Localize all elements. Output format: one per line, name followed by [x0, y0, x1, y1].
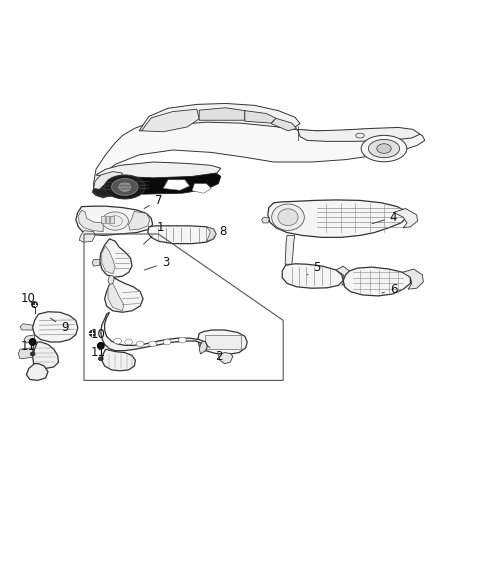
Polygon shape [271, 118, 297, 131]
Polygon shape [206, 227, 216, 241]
Polygon shape [92, 185, 110, 198]
Polygon shape [94, 188, 127, 196]
Polygon shape [108, 276, 114, 285]
Ellipse shape [119, 183, 131, 191]
Polygon shape [129, 212, 150, 230]
Polygon shape [92, 259, 100, 266]
Text: 10: 10 [21, 292, 35, 305]
Polygon shape [24, 335, 35, 343]
Polygon shape [33, 342, 59, 369]
Polygon shape [245, 111, 276, 123]
Polygon shape [192, 183, 211, 193]
Polygon shape [79, 230, 95, 242]
Ellipse shape [149, 341, 156, 347]
Polygon shape [139, 103, 300, 131]
Ellipse shape [136, 341, 144, 347]
Polygon shape [26, 363, 48, 380]
Polygon shape [262, 217, 270, 223]
Polygon shape [268, 200, 407, 238]
Ellipse shape [97, 342, 104, 349]
Bar [101, 216, 105, 223]
Text: 1: 1 [144, 221, 165, 244]
Polygon shape [142, 109, 199, 132]
Text: 6: 6 [382, 283, 397, 296]
Polygon shape [199, 108, 245, 120]
Polygon shape [115, 178, 137, 188]
Ellipse shape [114, 338, 121, 344]
Polygon shape [94, 172, 122, 189]
Polygon shape [285, 235, 295, 264]
Polygon shape [336, 266, 351, 285]
Polygon shape [78, 210, 103, 232]
Polygon shape [100, 239, 132, 277]
Text: 3: 3 [144, 256, 169, 270]
Polygon shape [282, 264, 343, 288]
Ellipse shape [163, 339, 171, 345]
Ellipse shape [102, 212, 128, 230]
Ellipse shape [377, 143, 391, 153]
Ellipse shape [89, 330, 95, 336]
Polygon shape [18, 348, 33, 359]
Polygon shape [402, 269, 423, 289]
Ellipse shape [369, 139, 399, 158]
Polygon shape [163, 180, 190, 191]
Text: 5: 5 [307, 261, 321, 275]
Polygon shape [101, 312, 207, 350]
Polygon shape [76, 206, 153, 235]
Ellipse shape [111, 179, 138, 195]
Bar [106, 216, 109, 223]
Ellipse shape [361, 135, 407, 162]
Ellipse shape [98, 357, 103, 360]
Text: 8: 8 [214, 225, 227, 238]
Ellipse shape [125, 339, 132, 345]
Polygon shape [394, 209, 418, 228]
Text: 11: 11 [20, 340, 36, 353]
Polygon shape [108, 280, 124, 311]
Polygon shape [94, 115, 425, 188]
Text: 4: 4 [372, 211, 397, 223]
Text: 11: 11 [91, 346, 106, 359]
Polygon shape [218, 353, 233, 363]
Ellipse shape [272, 204, 304, 230]
Polygon shape [96, 162, 221, 179]
Text: 7: 7 [144, 194, 162, 209]
Polygon shape [105, 277, 143, 312]
Polygon shape [101, 173, 221, 194]
Polygon shape [343, 267, 410, 296]
Ellipse shape [105, 175, 145, 199]
Polygon shape [199, 341, 207, 354]
Ellipse shape [32, 302, 37, 308]
Polygon shape [33, 312, 78, 342]
Bar [205, 335, 241, 349]
Text: 9: 9 [50, 318, 69, 334]
Ellipse shape [179, 337, 186, 343]
Text: 2: 2 [208, 346, 222, 363]
Ellipse shape [278, 209, 298, 226]
Polygon shape [198, 330, 247, 355]
Polygon shape [102, 349, 135, 371]
Bar [110, 216, 114, 223]
Polygon shape [298, 128, 420, 141]
Polygon shape [20, 324, 33, 330]
Text: 10: 10 [91, 328, 106, 341]
Ellipse shape [29, 339, 36, 345]
Polygon shape [102, 246, 115, 274]
Ellipse shape [30, 352, 35, 356]
Polygon shape [148, 226, 216, 243]
